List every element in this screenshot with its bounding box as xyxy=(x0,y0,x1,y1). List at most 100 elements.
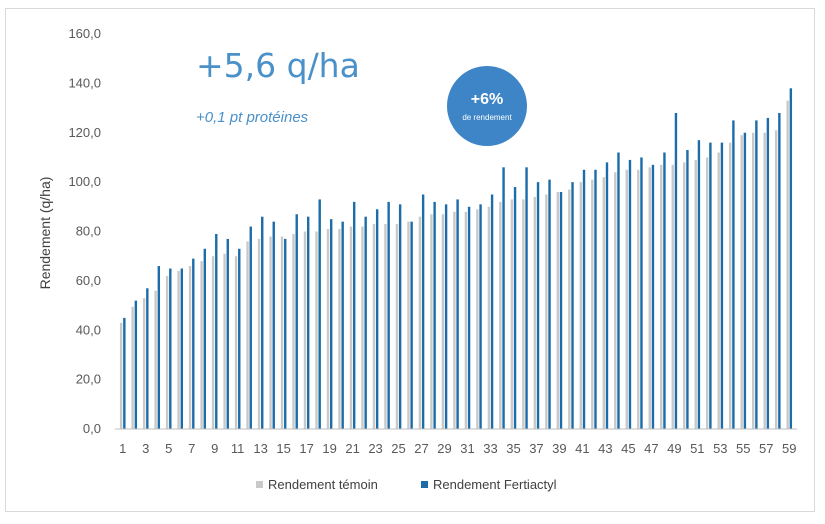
bar-temoin xyxy=(338,229,341,429)
x-tick-label: 7 xyxy=(188,441,195,456)
x-tick-label: 49 xyxy=(667,441,681,456)
x-tick-label: 15 xyxy=(276,441,290,456)
y-tick-label: 20,0 xyxy=(76,372,101,387)
gain-badge: +6% de rendement xyxy=(447,66,527,146)
bar-temoin xyxy=(349,226,353,429)
y-tick-label: 120,0 xyxy=(68,125,101,140)
bar-fertiactyl xyxy=(743,132,747,429)
bar-temoin xyxy=(292,233,295,429)
bar-fertiactyl xyxy=(387,201,390,429)
bar-fertiactyl xyxy=(398,204,402,429)
y-tick-label: 40,0 xyxy=(76,322,101,337)
bar-temoin xyxy=(763,132,766,429)
bar-fertiactyl xyxy=(640,157,643,429)
bar-temoin xyxy=(579,182,583,430)
chart-frame xyxy=(5,8,815,512)
bar-temoin xyxy=(648,167,651,429)
bar-fertiactyl xyxy=(617,152,620,429)
gain-badge-value: +6% xyxy=(471,91,503,108)
bar-temoin xyxy=(418,216,422,429)
bar-fertiactyl xyxy=(490,194,494,429)
bar-fertiactyl xyxy=(651,164,655,429)
x-tick-label: 29 xyxy=(437,441,451,456)
bar-temoin xyxy=(568,189,571,429)
bar-temoin xyxy=(476,209,479,429)
x-tick-label: 11 xyxy=(231,441,245,456)
bar-temoin xyxy=(637,169,640,429)
x-tick-label: 21 xyxy=(345,441,359,456)
bar-temoin xyxy=(660,164,663,429)
bar-fertiactyl xyxy=(410,221,413,430)
bar-fertiactyl xyxy=(709,142,712,430)
y-tick-label: 140,0 xyxy=(68,75,101,90)
protein-gain-subline: +0,1 pt protéines xyxy=(196,109,309,126)
bar-temoin xyxy=(591,179,594,429)
bar-fertiactyl xyxy=(180,268,183,429)
x-tick-label: 1 xyxy=(119,441,126,456)
bar-temoin xyxy=(717,152,720,429)
x-tick-label: 27 xyxy=(414,441,428,456)
bar-fertiactyl xyxy=(433,201,436,429)
x-tick-label: 43 xyxy=(598,441,612,456)
bar-fertiactyl xyxy=(192,258,195,429)
bar-fertiactyl xyxy=(456,199,459,429)
bar-temoin xyxy=(602,177,605,429)
bar-temoin xyxy=(545,194,548,429)
bar-fertiactyl xyxy=(548,179,551,429)
x-tick-label: 3 xyxy=(142,441,149,456)
bar-temoin xyxy=(234,256,238,429)
bar-temoin xyxy=(280,236,284,429)
x-tick-label: 39 xyxy=(552,441,566,456)
x-tick-label: 23 xyxy=(368,441,382,456)
bar-temoin xyxy=(614,172,617,429)
bar-temoin xyxy=(522,199,525,429)
bar-temoin xyxy=(510,199,514,429)
bar-fertiactyl xyxy=(226,238,229,429)
bar-fertiactyl xyxy=(536,182,540,430)
bar-fertiactyl xyxy=(203,248,206,429)
bar-fertiactyl xyxy=(686,150,689,429)
bar-fertiactyl xyxy=(295,214,298,429)
bar-fertiactyl xyxy=(329,219,333,429)
y-tick-label: 60,0 xyxy=(76,273,101,288)
bar-fertiactyl xyxy=(134,300,138,430)
bar-temoin xyxy=(211,256,215,429)
gain-badge-circle xyxy=(447,66,527,146)
bar-fertiactyl xyxy=(732,120,735,429)
x-tick-label: 35 xyxy=(506,441,520,456)
bar-fertiactyl xyxy=(789,88,793,429)
bar-fertiactyl xyxy=(502,167,505,429)
bar-fertiactyl xyxy=(720,142,724,430)
bar-temoin xyxy=(269,236,272,429)
bar-fertiactyl xyxy=(559,192,563,429)
bar-fertiactyl xyxy=(766,117,770,429)
bar-fertiactyl xyxy=(778,113,781,429)
bar-temoin xyxy=(786,100,789,429)
bar-fertiactyl xyxy=(375,209,379,429)
bar-fertiactyl xyxy=(307,216,310,429)
bar-temoin xyxy=(453,211,456,429)
bar-temoin xyxy=(533,196,537,429)
bar-temoin xyxy=(142,298,146,429)
bar-temoin xyxy=(774,130,778,429)
x-tick-label: 25 xyxy=(391,441,405,456)
x-tick-label: 37 xyxy=(529,441,543,456)
bar-fertiactyl xyxy=(513,187,517,429)
bar-temoin xyxy=(395,224,399,429)
bar-fertiactyl xyxy=(674,113,678,429)
x-tick-label: 13 xyxy=(253,441,267,456)
bar-fertiactyl xyxy=(284,238,287,429)
bar-temoin xyxy=(119,322,123,429)
bar-temoin xyxy=(361,226,364,429)
bar-fertiactyl xyxy=(146,288,149,429)
bar-temoin xyxy=(430,214,433,429)
bar-temoin xyxy=(441,214,445,429)
legend-label-temoin: Rendement témoin xyxy=(268,477,378,492)
bar-fertiactyl xyxy=(272,221,275,430)
y-tick-label: 80,0 xyxy=(76,224,101,239)
x-tick-label: 55 xyxy=(736,441,750,456)
x-tick-label: 45 xyxy=(621,441,635,456)
bar-fertiactyl xyxy=(582,169,586,429)
x-tick-label: 19 xyxy=(322,441,336,456)
bar-fertiactyl xyxy=(352,201,356,429)
